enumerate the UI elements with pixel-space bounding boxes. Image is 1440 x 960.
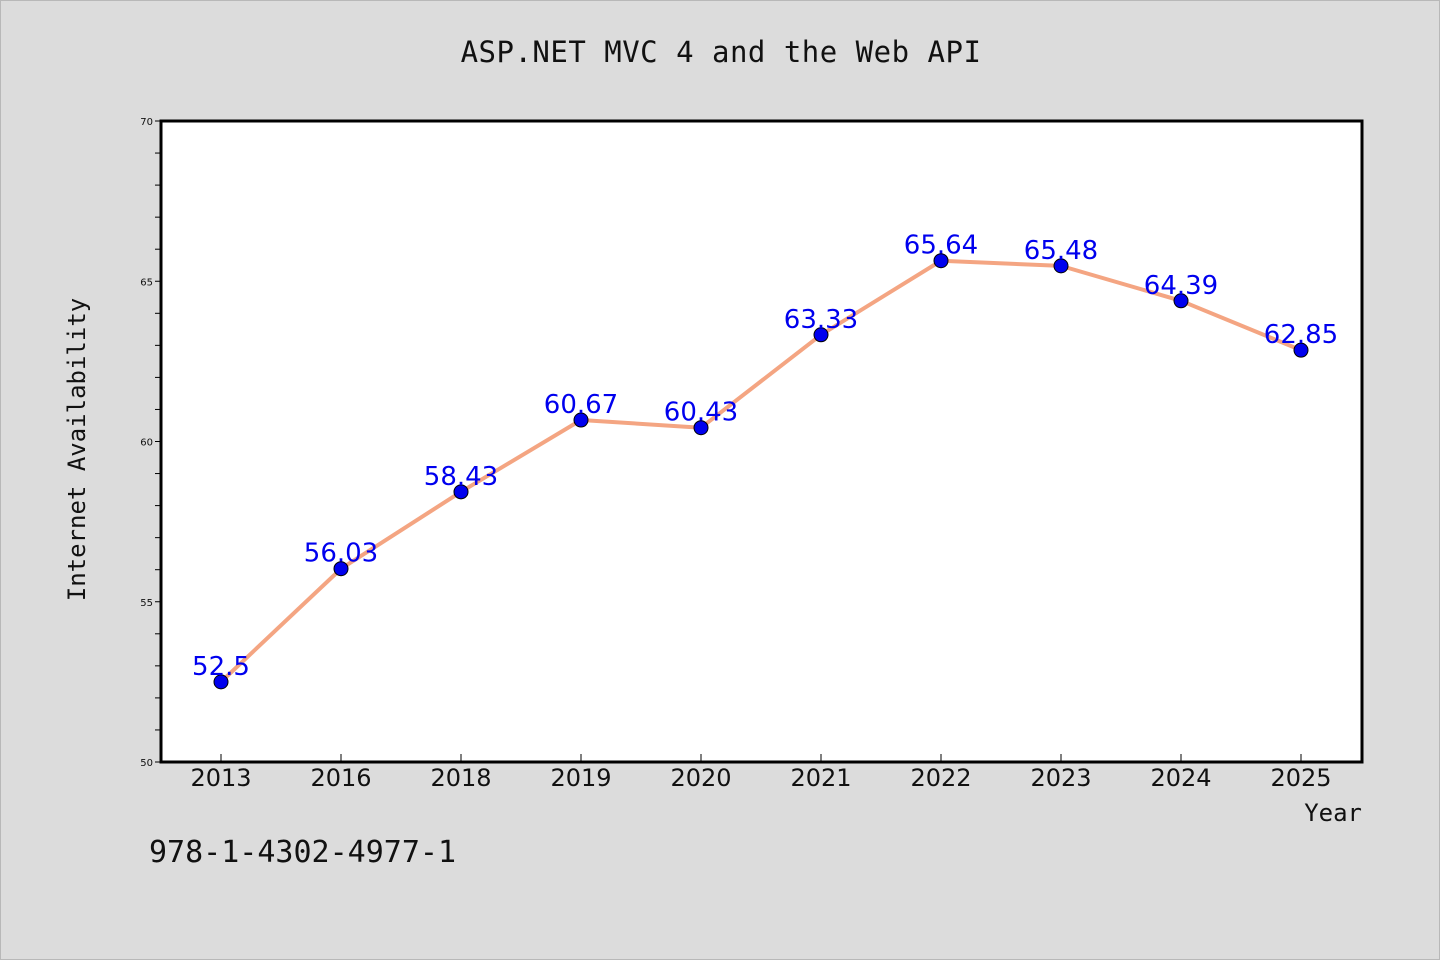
y-tick-label: 70: [140, 117, 153, 128]
data-point: [1173, 293, 1189, 309]
data-point: [933, 253, 949, 269]
data-label: 56.03: [304, 539, 378, 569]
data-point: [573, 412, 589, 428]
series-line: [219, 258, 1303, 684]
data-point: [333, 561, 349, 577]
data-label: 60.43: [664, 398, 738, 428]
x-tick-label: 2022: [910, 764, 971, 792]
data-label: 63.33: [784, 305, 858, 335]
data-point: [453, 484, 469, 500]
data-label: 65.64: [904, 231, 978, 261]
data-label: 58.43: [424, 462, 498, 492]
data-point: [213, 674, 229, 690]
data-label: 60.67: [544, 390, 618, 420]
x-tick-label: 2021: [790, 764, 851, 792]
plot-area: [159, 119, 1364, 764]
x-tick-label: 2018: [430, 764, 491, 792]
x-tick-label: 2024: [1150, 764, 1211, 792]
isbn-text: 978-1-4302-4977-1: [149, 835, 457, 870]
data-point: [1293, 342, 1309, 358]
y-tick-label: 65: [140, 277, 153, 288]
x-tick-label: 2016: [310, 764, 371, 792]
y-tick-label: 60: [140, 438, 153, 449]
data-label: 52.5: [192, 652, 250, 682]
y-axis-label: Internet Availability: [63, 298, 91, 601]
x-tick-label: 2020: [670, 764, 731, 792]
x-tick-label: 2023: [1030, 764, 1091, 792]
x-tick-label: 2019: [550, 764, 611, 792]
chart-title: ASP.NET MVC 4 and the Web API: [460, 35, 982, 69]
data-point: [813, 327, 829, 343]
data-point: [1053, 258, 1069, 274]
data-point: [693, 420, 709, 436]
y-tick-label: 50: [140, 758, 153, 769]
x-axis-label: Year: [1304, 799, 1362, 827]
data-label: 64.39: [1144, 271, 1218, 301]
x-tick-label: 2013: [190, 764, 251, 792]
x-tick-label: 2025: [1270, 764, 1331, 792]
data-label: 65.48: [1024, 236, 1098, 266]
y-tick-label: 55: [140, 598, 153, 609]
data-label: 62.85: [1264, 320, 1338, 350]
